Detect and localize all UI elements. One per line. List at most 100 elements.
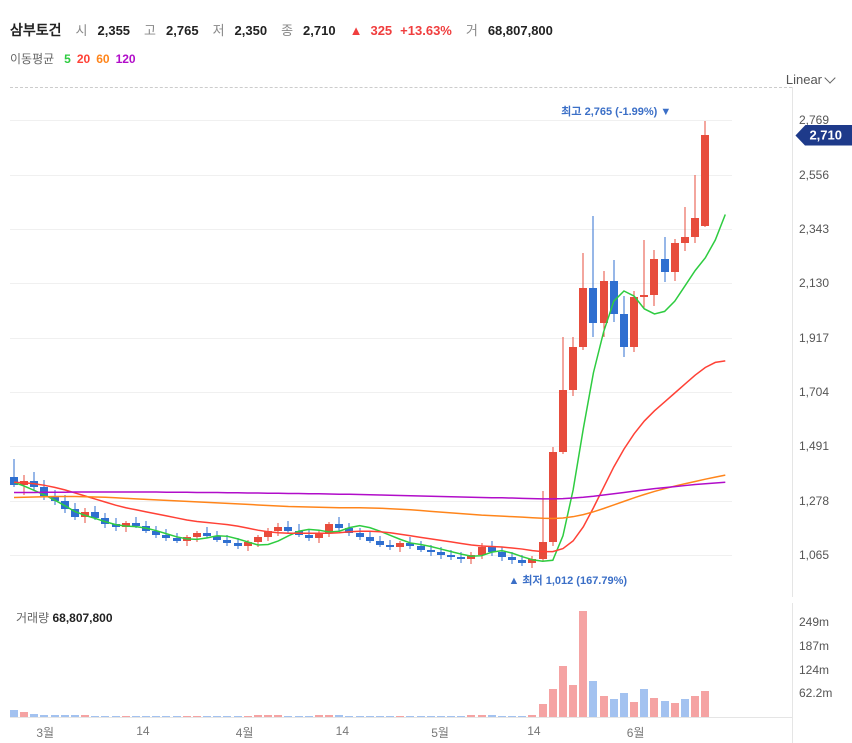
candle[interactable] xyxy=(366,87,374,597)
candle[interactable] xyxy=(162,87,170,597)
candle[interactable] xyxy=(447,87,455,597)
candle[interactable] xyxy=(152,87,160,597)
candle[interactable] xyxy=(40,87,48,597)
candle[interactable] xyxy=(610,87,618,597)
candle[interactable] xyxy=(315,87,323,597)
volume-bar[interactable] xyxy=(569,685,577,717)
candle[interactable] xyxy=(234,87,242,597)
candle[interactable] xyxy=(274,87,282,597)
candle[interactable] xyxy=(488,87,496,597)
ma-period-120: 120 xyxy=(116,52,136,66)
candle[interactable] xyxy=(386,87,394,597)
price-ytick: 2,130 xyxy=(799,276,829,290)
candle[interactable] xyxy=(335,87,343,597)
candle[interactable] xyxy=(376,87,384,597)
candle[interactable] xyxy=(305,87,313,597)
candle[interactable] xyxy=(30,87,38,597)
candle[interactable] xyxy=(244,87,252,597)
candle[interactable] xyxy=(254,87,262,597)
candle[interactable] xyxy=(498,87,506,597)
volume-bar[interactable] xyxy=(691,696,699,717)
candle[interactable] xyxy=(71,87,79,597)
candle[interactable] xyxy=(284,87,292,597)
volume-bar[interactable] xyxy=(640,689,648,718)
volume-chart[interactable]: 거래량 68,807,800 62.2m124m187m249m 3월144월1… xyxy=(10,603,852,743)
candle[interactable] xyxy=(142,87,150,597)
candle[interactable] xyxy=(223,87,231,597)
volume-bar[interactable] xyxy=(630,702,638,717)
candle[interactable] xyxy=(589,87,597,597)
price-chart[interactable]: 1,0651,2781,4911,7041,9172,1302,3432,556… xyxy=(10,87,852,597)
volume-bar[interactable] xyxy=(579,611,587,717)
candle[interactable] xyxy=(620,87,628,597)
candle[interactable] xyxy=(600,87,608,597)
candle[interactable] xyxy=(183,87,191,597)
volume-bar[interactable] xyxy=(620,693,628,717)
candle[interactable] xyxy=(10,87,18,597)
candle[interactable] xyxy=(122,87,130,597)
volume-bar[interactable] xyxy=(610,699,618,717)
volume-bar[interactable] xyxy=(10,710,18,717)
candle[interactable] xyxy=(132,87,140,597)
candle[interactable] xyxy=(101,87,109,597)
candle[interactable] xyxy=(20,87,28,597)
candle[interactable] xyxy=(193,87,201,597)
candle[interactable] xyxy=(518,87,526,597)
candle[interactable] xyxy=(691,87,699,597)
candle[interactable] xyxy=(91,87,99,597)
volume-bar[interactable] xyxy=(559,666,567,717)
candle[interactable] xyxy=(661,87,669,597)
x-tick: 14 xyxy=(336,724,349,738)
candle[interactable] xyxy=(427,87,435,597)
candle[interactable] xyxy=(640,87,648,597)
candle[interactable] xyxy=(508,87,516,597)
open-label: 시 xyxy=(76,20,88,39)
candle[interactable] xyxy=(630,87,638,597)
candle[interactable] xyxy=(467,87,475,597)
volume-bar[interactable] xyxy=(650,698,658,717)
candle[interactable] xyxy=(671,87,679,597)
candle[interactable] xyxy=(559,87,567,597)
candle[interactable] xyxy=(51,87,59,597)
candle[interactable] xyxy=(437,87,445,597)
volume-ytick: 249m xyxy=(799,615,829,629)
volume-bar[interactable] xyxy=(681,699,689,717)
candle[interactable] xyxy=(264,87,272,597)
x-tick: 14 xyxy=(527,724,540,738)
candle[interactable] xyxy=(295,87,303,597)
candle[interactable] xyxy=(549,87,557,597)
volume-bar[interactable] xyxy=(549,689,557,718)
candle[interactable] xyxy=(579,87,587,597)
candle[interactable] xyxy=(681,87,689,597)
candle[interactable] xyxy=(406,87,414,597)
candle[interactable] xyxy=(173,87,181,597)
volume-bar[interactable] xyxy=(671,703,679,717)
candle[interactable] xyxy=(417,87,425,597)
candle[interactable] xyxy=(356,87,364,597)
candle[interactable] xyxy=(325,87,333,597)
candle[interactable] xyxy=(569,87,577,597)
scale-toggle[interactable]: Linear xyxy=(786,72,834,87)
candle[interactable] xyxy=(457,87,465,597)
volume-ytick: 62.2m xyxy=(799,686,832,700)
candle[interactable] xyxy=(61,87,69,597)
candle[interactable] xyxy=(112,87,120,597)
volume-bar[interactable] xyxy=(701,691,709,717)
volume-bar[interactable] xyxy=(600,696,608,717)
x-axis: 3월144월145월146월 xyxy=(10,717,792,743)
volume-bar[interactable] xyxy=(539,704,547,717)
candle[interactable] xyxy=(539,87,547,597)
candle[interactable] xyxy=(81,87,89,597)
candle[interactable] xyxy=(528,87,536,597)
candle[interactable] xyxy=(478,87,486,597)
candle[interactable] xyxy=(203,87,211,597)
volume-bar[interactable] xyxy=(661,701,669,717)
x-tick: 14 xyxy=(136,724,149,738)
price-ytick: 1,065 xyxy=(799,548,829,562)
candle[interactable] xyxy=(345,87,353,597)
volume-bar[interactable] xyxy=(589,681,597,717)
candle[interactable] xyxy=(701,87,709,597)
candle[interactable] xyxy=(213,87,221,597)
candle[interactable] xyxy=(396,87,404,597)
candle[interactable] xyxy=(650,87,658,597)
